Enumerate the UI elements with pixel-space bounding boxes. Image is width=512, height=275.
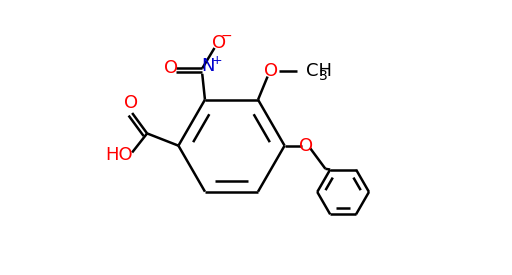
Text: O: O [264,62,278,80]
Text: O: O [300,137,313,155]
Text: HO: HO [105,146,133,164]
Text: CH: CH [306,62,332,80]
Text: −: − [220,29,232,43]
Text: O: O [124,94,138,112]
Text: N: N [202,57,215,75]
Text: O: O [164,59,178,77]
Text: +: + [212,54,223,67]
Text: O: O [211,34,226,52]
Text: 3: 3 [319,69,328,83]
